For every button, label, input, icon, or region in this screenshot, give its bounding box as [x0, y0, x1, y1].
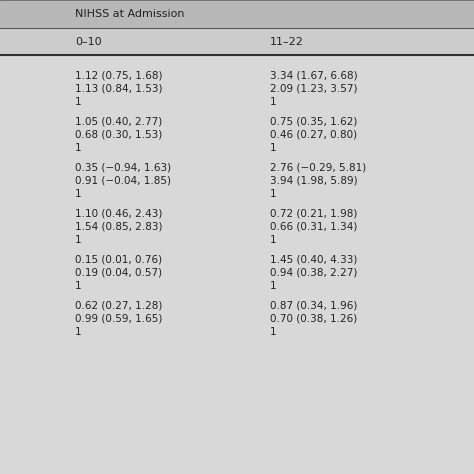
Text: 0.68 (0.30, 1.53): 0.68 (0.30, 1.53)	[75, 129, 162, 139]
Text: 0.87 (0.34, 1.96): 0.87 (0.34, 1.96)	[270, 300, 357, 310]
Text: 1: 1	[75, 97, 82, 107]
Text: 0.72 (0.21, 1.98): 0.72 (0.21, 1.98)	[270, 208, 357, 218]
Text: 1: 1	[75, 189, 82, 199]
Bar	[0, 28, 474, 55]
Text: 2.09 (1.23, 3.57): 2.09 (1.23, 3.57)	[270, 83, 357, 93]
Text: NIHSS at Admission: NIHSS at Admission	[75, 9, 184, 19]
Text: 1: 1	[75, 143, 82, 153]
Text: 0.99 (0.59, 1.65): 0.99 (0.59, 1.65)	[75, 313, 163, 323]
Text: 1: 1	[270, 281, 277, 291]
Text: 0–10: 0–10	[75, 36, 101, 46]
Text: 1: 1	[270, 189, 277, 199]
Bar	[0, 0, 474, 28]
Text: 1: 1	[270, 327, 277, 337]
Text: 1.45 (0.40, 4.33): 1.45 (0.40, 4.33)	[270, 254, 357, 264]
Text: 0.19 (0.04, 0.57): 0.19 (0.04, 0.57)	[75, 267, 162, 277]
Text: 1: 1	[75, 327, 82, 337]
Text: 2.76 (−0.29, 5.81): 2.76 (−0.29, 5.81)	[270, 162, 366, 172]
Text: 1.05 (0.40, 2.77): 1.05 (0.40, 2.77)	[75, 116, 162, 126]
Text: 11–22: 11–22	[270, 36, 304, 46]
Text: 1: 1	[270, 235, 277, 245]
Text: 0.66 (0.31, 1.34): 0.66 (0.31, 1.34)	[270, 221, 357, 231]
Text: 1: 1	[75, 281, 82, 291]
Text: 0.94 (0.38, 2.27): 0.94 (0.38, 2.27)	[270, 267, 357, 277]
Text: 0.70 (0.38, 1.26): 0.70 (0.38, 1.26)	[270, 313, 357, 323]
Text: 1: 1	[75, 235, 82, 245]
Text: 1: 1	[270, 97, 277, 107]
Text: 3.94 (1.98, 5.89): 3.94 (1.98, 5.89)	[270, 175, 357, 185]
Text: 1.13 (0.84, 1.53): 1.13 (0.84, 1.53)	[75, 83, 163, 93]
Text: 0.46 (0.27, 0.80): 0.46 (0.27, 0.80)	[270, 129, 357, 139]
Text: 1: 1	[270, 143, 277, 153]
Text: 0.35 (−0.94, 1.63): 0.35 (−0.94, 1.63)	[75, 162, 171, 172]
Text: 0.15 (0.01, 0.76): 0.15 (0.01, 0.76)	[75, 254, 162, 264]
Text: 1.10 (0.46, 2.43): 1.10 (0.46, 2.43)	[75, 208, 163, 218]
Text: 0.62 (0.27, 1.28): 0.62 (0.27, 1.28)	[75, 300, 163, 310]
Text: 3.34 (1.67, 6.68): 3.34 (1.67, 6.68)	[270, 70, 357, 80]
Text: 1.54 (0.85, 2.83): 1.54 (0.85, 2.83)	[75, 221, 163, 231]
Text: 1.12 (0.75, 1.68): 1.12 (0.75, 1.68)	[75, 70, 163, 80]
Text: 0.91 (−0.04, 1.85): 0.91 (−0.04, 1.85)	[75, 175, 171, 185]
Text: 0.75 (0.35, 1.62): 0.75 (0.35, 1.62)	[270, 116, 357, 126]
